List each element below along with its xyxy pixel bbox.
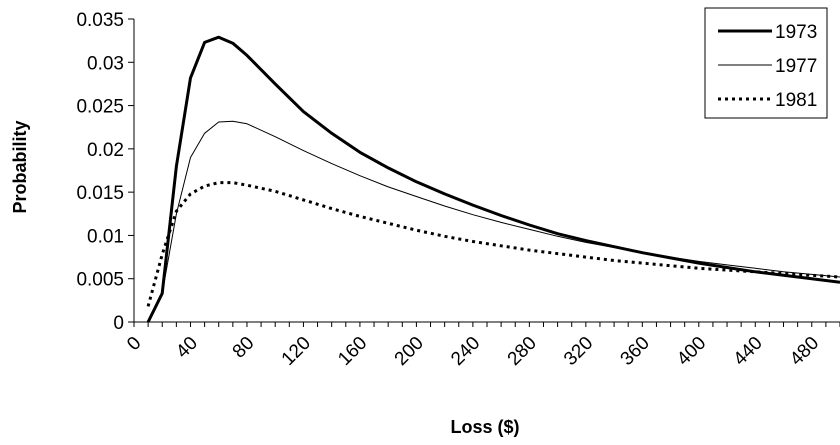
x-tick-label: 0	[123, 333, 145, 355]
x-tick-label: 240	[447, 333, 484, 370]
legend-label-1973: 1973	[775, 22, 817, 43]
x-tick-label: 40	[172, 333, 202, 363]
series-line-1973	[146, 35, 840, 323]
y-axis-title: Probability	[10, 120, 30, 213]
x-tick-label: 360	[617, 333, 654, 370]
series-lines	[146, 35, 840, 323]
series-line-1981	[146, 181, 840, 307]
x-axis-ticks: 0 40 80 120 160 200 240 280 320 360 400 440 480	[123, 322, 840, 370]
y-tick-label: 0.015	[76, 183, 124, 204]
legend-label-1977: 1977	[775, 56, 817, 77]
x-tick-label: 320	[560, 333, 597, 370]
x-tick-label: 120	[278, 333, 315, 370]
series-line-1977	[147, 120, 840, 323]
y-tick-label: 0.03	[87, 53, 124, 74]
x-tick-label: 440	[730, 333, 767, 370]
x-tick-label: 280	[504, 333, 541, 370]
x-tick-label: 160	[334, 333, 371, 370]
x-tick-label: 80	[229, 333, 259, 363]
legend-label-1981: 1981	[775, 90, 817, 111]
y-tick-label: 0.005	[76, 270, 124, 291]
y-tick-label: 0.02	[87, 140, 124, 161]
x-axis-title: Loss ($)	[450, 417, 519, 437]
x-tick-label: 480	[786, 333, 823, 370]
legend: 1973 1977 1981	[704, 7, 828, 119]
x-tick-label: 400	[673, 333, 710, 370]
x-tick-label: 200	[391, 333, 428, 370]
y-axis-ticks: 0 0.005 0.01 0.015 0.02 0.025 0.03 0.035	[76, 10, 134, 334]
y-tick-label: 0	[113, 313, 124, 334]
legend-items: 1973 1977 1981	[718, 22, 817, 111]
y-tick-label: 0.025	[76, 97, 124, 118]
y-tick-label: 0.035	[76, 10, 124, 31]
y-tick-label: 0.01	[87, 226, 124, 247]
